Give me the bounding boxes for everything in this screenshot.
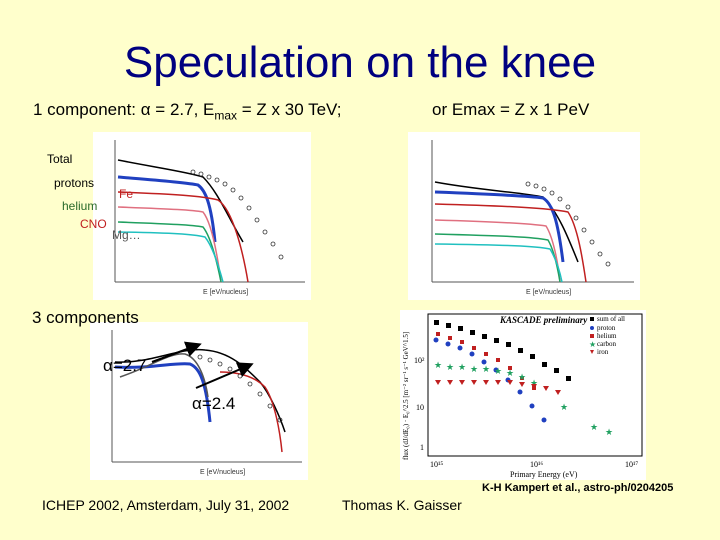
series-carbon: ★ ★ ★ ★ ★ ★ ★ ★ ★ ★ ★ ★ xyxy=(434,360,613,437)
arrow-alpha-24 xyxy=(195,362,254,389)
cno-curve-2 xyxy=(434,233,561,283)
alpha-symbol: α xyxy=(140,100,151,119)
label-cno: CNO xyxy=(80,217,107,231)
fe-curve-2 xyxy=(434,203,587,283)
subtitle-eq: = 2.7, E xyxy=(150,100,215,119)
subtitle-one-component: 1 component: α = 2.7, Emax = Z x 30 TeV; xyxy=(33,100,341,122)
plot-one-component-30tev: E [eV/nucleus] xyxy=(93,132,311,300)
mg-curve xyxy=(117,231,224,283)
kascade-xtick-3: 10¹⁷ xyxy=(625,460,638,469)
subtitle-sub: max xyxy=(214,108,238,123)
axis-x-label-2: E [eV/nucleus] xyxy=(526,289,571,296)
svg-text:★: ★ xyxy=(470,364,478,374)
kascade-plot: KASCADE preliminary sum of all proton he… xyxy=(400,310,646,480)
legend-sum: sum of all xyxy=(597,315,625,323)
svg-text:★: ★ xyxy=(494,366,502,376)
svg-text:★: ★ xyxy=(458,362,466,372)
series-sum xyxy=(434,320,571,381)
label-mg: Mg… xyxy=(112,228,141,242)
data-points-3 xyxy=(197,354,283,423)
label-protons: protons xyxy=(54,176,95,190)
svg-text:★: ★ xyxy=(560,402,568,412)
total-curve xyxy=(117,159,244,243)
svg-text:★: ★ xyxy=(589,340,596,349)
label-total: Total xyxy=(47,152,73,166)
legend-proton: proton xyxy=(597,324,616,332)
footer-reference: K-H Kampert et al., astro-ph/0204205 xyxy=(482,482,674,494)
data-points xyxy=(190,169,284,260)
kascade-title: KASCADE preliminary xyxy=(499,315,588,325)
kascade-xlabel: Primary Energy (eV) xyxy=(510,470,578,479)
kascade-xtick-1: 10¹⁵ xyxy=(430,460,443,469)
protons-curve-2 xyxy=(434,190,565,263)
legend-iron: iron xyxy=(597,348,609,356)
label-helium: helium xyxy=(62,199,98,213)
kascade-ytick-3: 1 xyxy=(420,443,424,452)
label-fe: Fe xyxy=(119,187,134,201)
arrow-alpha-27 xyxy=(151,341,202,363)
kascade-legend: sum of all proton helium ★ carbon iron xyxy=(589,315,625,356)
svg-text:★: ★ xyxy=(482,364,490,374)
svg-text:★: ★ xyxy=(506,368,514,378)
kascade-ylabel: flux (dJ/dE₀) · E₀^2.5 [m⁻² sr⁻¹ s⁻¹ GeV… xyxy=(402,332,410,460)
plot-one-component-1pev-svg: E [eV/nucleus] xyxy=(431,140,634,296)
axis-x-label-3: E [eV/nucleus] xyxy=(200,469,245,476)
label-alpha-27: α=2.7 xyxy=(103,356,147,375)
mg-curve-2 xyxy=(434,243,563,283)
kascade-ytick-1: 10² xyxy=(414,356,425,365)
protons-curve-3 xyxy=(114,362,212,423)
footer-author: Thomas K. Gaisser xyxy=(342,497,462,513)
subtitle-prefix: 1 component: xyxy=(33,100,141,119)
kascade-xtick-2: 10¹⁶ xyxy=(530,460,543,469)
kascade-ytick-2: 10 xyxy=(416,403,424,412)
data-points-2 xyxy=(525,181,611,267)
svg-text:★: ★ xyxy=(605,427,613,437)
fe-curve xyxy=(117,191,249,283)
svg-text:★: ★ xyxy=(590,422,598,432)
protons-curve xyxy=(117,175,217,243)
footer-conference: ICHEP 2002, Amsterdam, July 31, 2002 xyxy=(42,497,290,513)
subtitle-suffix: = Z x 30 TeV; xyxy=(237,100,342,119)
helium-curve xyxy=(117,206,222,283)
label-alpha-24: α=2.4 xyxy=(192,394,236,413)
series-iron xyxy=(435,380,561,395)
legend-helium: helium xyxy=(597,332,617,340)
label-three-components: 3 components xyxy=(32,308,139,327)
kascade-plot-svg: KASCADE preliminary sum of all proton he… xyxy=(402,313,643,479)
svg-text:★: ★ xyxy=(530,378,538,388)
slide-title: Speculation on the knee xyxy=(123,38,597,87)
plot-one-component-1pev: E [eV/nucleus] xyxy=(408,132,640,300)
legend-carbon: carbon xyxy=(597,340,617,348)
subtitle-emax-alt: or Emax = Z x 1 PeV xyxy=(432,100,590,119)
svg-text:★: ★ xyxy=(446,362,454,372)
svg-text:★: ★ xyxy=(434,360,442,370)
svg-text:★: ★ xyxy=(518,372,526,382)
plot-one-component-30tev-svg: E [eV/nucleus] xyxy=(114,140,305,296)
series-proton xyxy=(433,337,547,423)
axis-x-label-1: E [eV/nucleus] xyxy=(203,289,248,296)
helium-curve-2 xyxy=(434,219,561,283)
